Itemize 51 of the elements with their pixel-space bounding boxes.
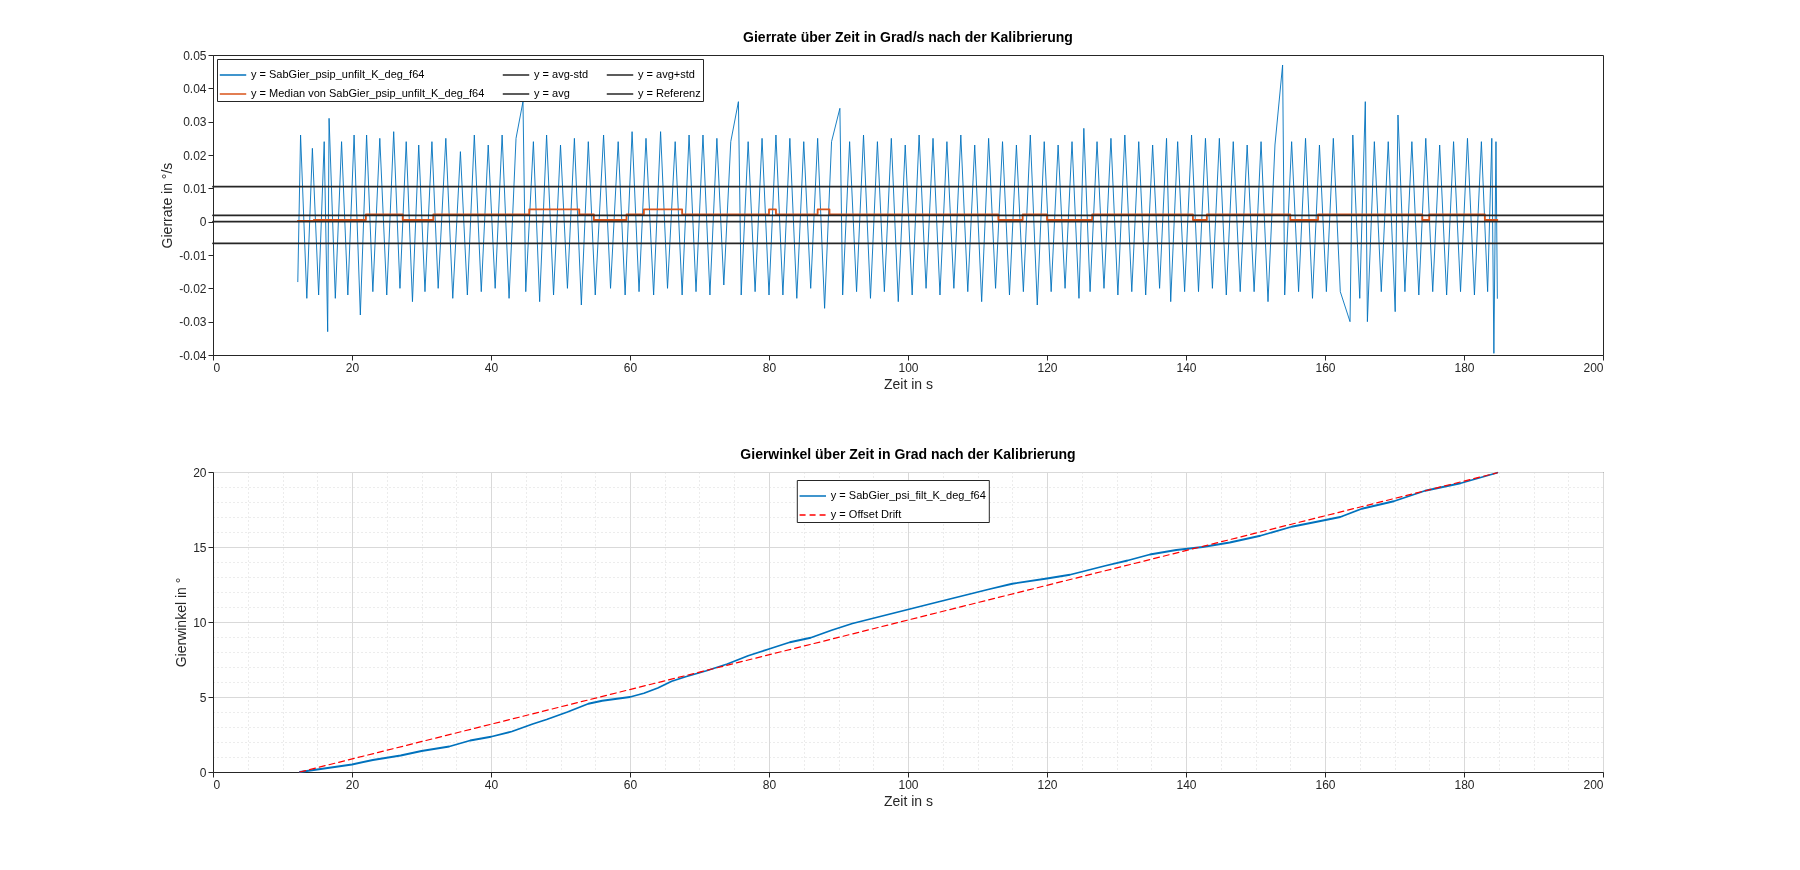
y-tick-label: 20 bbox=[193, 465, 207, 480]
x-tick-label: 200 bbox=[1583, 360, 1604, 375]
x-tick-label: 100 bbox=[898, 360, 919, 375]
y-tick-label: 15 bbox=[193, 540, 207, 555]
x-tick-label: 140 bbox=[1176, 360, 1197, 375]
y-tick-label: 0.01 bbox=[183, 181, 207, 196]
x-axis-title: Zeit in s bbox=[883, 792, 934, 809]
x-tick-label: 0 bbox=[213, 360, 221, 375]
legend-label: y = Referenz bbox=[638, 87, 701, 99]
x-tick-label: 120 bbox=[1037, 360, 1058, 375]
chart-title: Gierrate über Zeit in Grad/s nach der Kalibrierung bbox=[743, 29, 1073, 45]
x-tick-label: 180 bbox=[1454, 777, 1475, 792]
legend-label: y = avg bbox=[534, 87, 570, 99]
x-tick-label: 160 bbox=[1315, 360, 1336, 375]
x-tick-label: 140 bbox=[1176, 777, 1197, 792]
x-tick-label: 80 bbox=[762, 360, 777, 375]
y-tick-label: 0 bbox=[199, 215, 207, 230]
y-tick-label: -0.04 bbox=[179, 348, 207, 363]
x-tick-label: 60 bbox=[623, 360, 638, 375]
y-tick-label: 0.03 bbox=[183, 115, 207, 130]
y-tick-label: 5 bbox=[199, 690, 207, 705]
x-tick-label: 60 bbox=[623, 777, 638, 792]
y-tick-label: 0.05 bbox=[183, 48, 207, 63]
legend-label: y = avg-std bbox=[534, 68, 589, 80]
y-tick-label: 0 bbox=[199, 765, 207, 780]
x-tick-label: 80 bbox=[762, 777, 777, 792]
legend-label: y = avg+std bbox=[638, 68, 695, 80]
x-tick-label: 40 bbox=[484, 360, 499, 375]
chart-title: Gierwinkel über Zeit in Grad nach der Kalibrierung bbox=[740, 446, 1076, 462]
legend-label: y = Offset Drift bbox=[830, 508, 902, 520]
legend-label: y = SabGier_psip_unfilt_K_deg_f64 bbox=[251, 68, 425, 80]
y-tick-label: -0.02 bbox=[179, 281, 207, 296]
legend-label: y = Median von SabGier_psip_unfilt_K_deg_f64 bbox=[251, 87, 485, 99]
x-tick-label: 180 bbox=[1454, 360, 1475, 375]
x-axis-title: Zeit in s bbox=[883, 375, 934, 392]
x-tick-label: 0 bbox=[213, 777, 221, 792]
x-tick-label: 120 bbox=[1037, 777, 1058, 792]
y-tick-label: -0.03 bbox=[179, 315, 207, 330]
x-tick-label: 40 bbox=[484, 777, 499, 792]
x-tick-label: 100 bbox=[898, 777, 919, 792]
y-axis-title: Gierrate in °/s bbox=[159, 162, 176, 249]
x-tick-label: 20 bbox=[345, 360, 360, 375]
y-tick-label: 10 bbox=[193, 615, 207, 630]
y-axis-title: Gierwinkel in ° bbox=[173, 577, 190, 668]
legend-label: y = SabGier_psi_filt_K_deg_f64 bbox=[830, 489, 986, 501]
x-tick-label: 160 bbox=[1315, 777, 1336, 792]
y-tick-label: -0.01 bbox=[179, 248, 207, 263]
y-tick-label: 0.04 bbox=[183, 81, 207, 96]
x-tick-label: 200 bbox=[1583, 777, 1604, 792]
y-tick-label: 0.02 bbox=[183, 148, 207, 163]
x-tick-label: 20 bbox=[345, 777, 360, 792]
